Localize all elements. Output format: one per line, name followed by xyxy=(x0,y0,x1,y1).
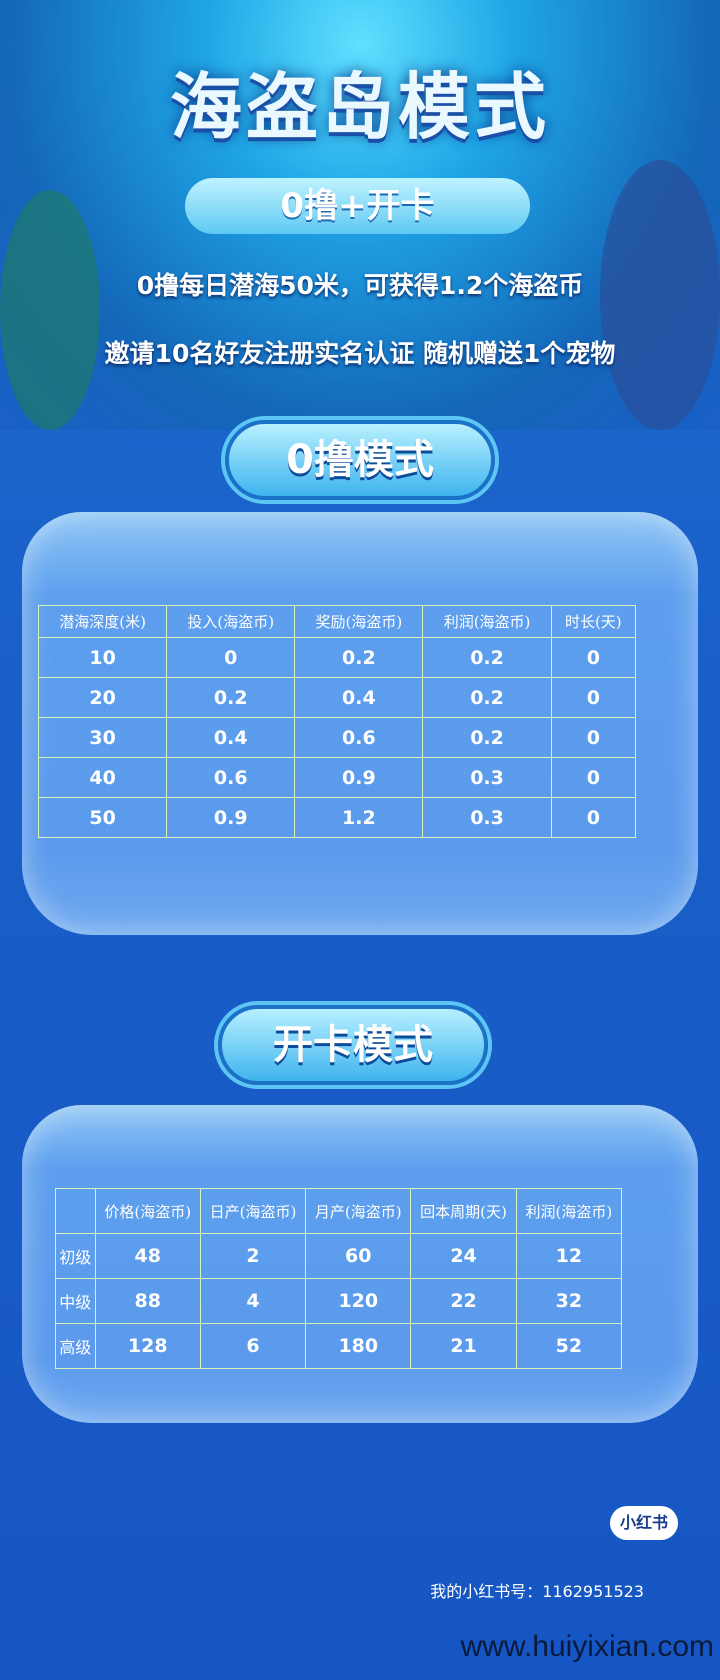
table-row: 初级 48 2 60 24 12 xyxy=(55,1233,623,1279)
table-cell: 180 xyxy=(305,1323,412,1369)
table-cell: 10 xyxy=(37,637,168,678)
card-mode-button[interactable]: 开卡模式 xyxy=(218,1005,488,1085)
column-header: 时长(天) xyxy=(550,605,637,638)
table-cell: 0.2 xyxy=(422,717,552,758)
promo-line-2: 邀请10名好友注册实名认证 随机赠送1个宠物 xyxy=(104,339,616,368)
zero-mode-table: 潜海深度(米) 投入(海盗币) 奖励(海盗币) 利润(海盗币) 时长(天) 10 0 0.2 0… xyxy=(37,605,637,838)
table-row: 高级 128 6 180 21 52 xyxy=(55,1323,623,1369)
zero-mode-button[interactable]: 0撸模式 xyxy=(225,420,495,500)
column-header: 潜海深度(米) xyxy=(37,605,168,638)
account-id: 我的小红书号：1162951523 xyxy=(430,1582,644,1601)
table-cell: 20 xyxy=(37,677,168,718)
table-cell: 0.3 xyxy=(422,757,552,798)
column-header: 利润(海盗币) xyxy=(515,1188,623,1234)
column-header: 利润(海盗币) xyxy=(422,605,552,638)
table-cell: 中级 xyxy=(55,1278,96,1324)
table-cell: 0 xyxy=(550,637,637,678)
table-cell: 24 xyxy=(410,1233,517,1279)
hero-banner: 海盗岛模式 0撸+开卡 0撸每日潜海50米，可获得1.2个海盗币 邀请10名好友… xyxy=(0,0,720,430)
table-cell: 0 xyxy=(550,717,637,758)
table-cell: 0.4 xyxy=(166,717,296,758)
table-row: 中级 88 4 120 22 32 xyxy=(55,1278,623,1324)
table-cell: 0.2 xyxy=(294,637,424,678)
table-cell: 0.3 xyxy=(422,797,552,838)
table-cell: 0 xyxy=(550,797,637,838)
xiaohongshu-logo: 小红书 xyxy=(610,1506,678,1540)
table-cell: 0.9 xyxy=(166,797,296,838)
table-cell: 0 xyxy=(550,677,637,718)
coral-decoration xyxy=(0,190,100,430)
column-header: 奖励(海盗币) xyxy=(294,605,424,638)
column-header: 价格(海盗币) xyxy=(94,1188,201,1234)
table-cell: 120 xyxy=(305,1278,412,1324)
table-cell: 32 xyxy=(515,1278,623,1324)
table-cell: 0.6 xyxy=(294,717,424,758)
watermark: www.huiyixian.com xyxy=(460,1630,714,1663)
table-cell: 6 xyxy=(199,1323,307,1369)
table-cell: 0.2 xyxy=(422,637,552,678)
card-mode-table: 价格(海盗币) 日产(海盗币) 月产(海盗币) 回本周期(天) 利润(海盗币) 初级 48 2… xyxy=(55,1188,623,1369)
mode-banner: 0撸+开卡 xyxy=(185,178,530,234)
table-row: 10 0 0.2 0.2 0 xyxy=(37,637,637,678)
table-cell: 初级 xyxy=(55,1233,96,1279)
table-cell: 60 xyxy=(305,1233,412,1279)
table-cell: 4 xyxy=(199,1278,307,1324)
table-cell: 88 xyxy=(94,1278,201,1324)
column-header: 日产(海盗币) xyxy=(199,1188,307,1234)
table-cell: 1.2 xyxy=(294,797,424,838)
table-cell: 52 xyxy=(515,1323,623,1369)
table-row: 50 0.9 1.2 0.3 0 xyxy=(37,797,637,838)
table-cell: 0.2 xyxy=(166,677,296,718)
table-cell: 0 xyxy=(550,757,637,798)
table-cell: 48 xyxy=(94,1233,201,1279)
table-row: 30 0.4 0.6 0.2 0 xyxy=(37,717,637,758)
column-header: 回本周期(天) xyxy=(410,1188,517,1234)
table-cell: 40 xyxy=(37,757,168,798)
table-cell: 30 xyxy=(37,717,168,758)
promo-line-1: 0撸每日潜海50米，可获得1.2个海盗币 xyxy=(136,271,584,300)
table-cell: 128 xyxy=(94,1323,201,1369)
table-cell: 12 xyxy=(515,1233,623,1279)
table-cell: 0.4 xyxy=(294,677,424,718)
table-cell: 0.2 xyxy=(422,677,552,718)
table-cell: 高级 xyxy=(55,1323,96,1369)
table-cell: 2 xyxy=(199,1233,307,1279)
table-cell: 21 xyxy=(410,1323,517,1369)
column-header: 投入(海盗币) xyxy=(166,605,296,638)
table-cell: 0.6 xyxy=(166,757,296,798)
table-cell: 0 xyxy=(166,637,296,678)
table-row: 20 0.2 0.4 0.2 0 xyxy=(37,677,637,718)
table-row: 40 0.6 0.9 0.3 0 xyxy=(37,757,637,798)
column-header xyxy=(55,1188,96,1234)
table-cell: 50 xyxy=(37,797,168,838)
coral-decoration xyxy=(600,160,720,430)
page-title: 海盗岛模式 xyxy=(169,65,550,149)
table-cell: 22 xyxy=(410,1278,517,1324)
column-header: 月产(海盗币) xyxy=(305,1188,412,1234)
table-cell: 0.9 xyxy=(294,757,424,798)
